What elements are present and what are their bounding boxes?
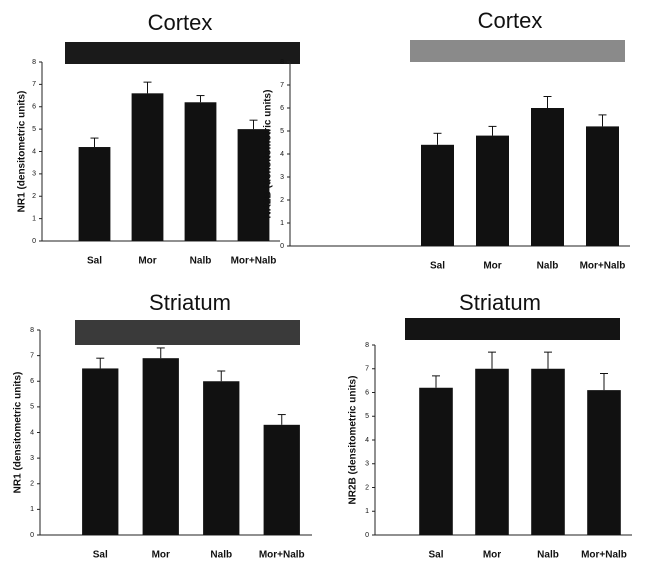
- y-tick-label: 0: [30, 532, 34, 539]
- x-tick-label: Nalb: [190, 256, 212, 267]
- y-tick-label: 1: [32, 215, 36, 222]
- y-tick-label: 5: [365, 413, 369, 420]
- x-tick-label: Nalb: [537, 550, 559, 561]
- y-tick-label: 7: [365, 366, 369, 373]
- y-tick-label: 5: [30, 404, 34, 411]
- bar: [203, 381, 239, 535]
- bar: [132, 93, 164, 241]
- y-tick-label: 1: [30, 506, 34, 513]
- y-tick-label: 4: [280, 151, 284, 158]
- y-tick-label: 3: [32, 171, 36, 178]
- bar: [143, 358, 179, 535]
- y-tick-label: 3: [280, 174, 284, 181]
- y-axis-label: NR2B (densitometric units): [348, 376, 359, 505]
- bar: [586, 126, 619, 246]
- x-tick-label: Nalb: [210, 550, 232, 561]
- x-tick-label: Sal: [428, 550, 443, 561]
- bar: [264, 425, 300, 535]
- y-tick-label: 0: [365, 532, 369, 539]
- x-tick-label: Sal: [93, 550, 108, 561]
- x-tick-label: Mor: [138, 256, 156, 267]
- y-tick-label: 4: [32, 148, 36, 155]
- x-tick-label: Mor+Nalb: [581, 550, 627, 561]
- y-tick-label: 7: [30, 352, 34, 359]
- bar: [79, 147, 111, 241]
- y-tick-label: 3: [365, 461, 369, 468]
- y-tick-label: 8: [30, 327, 34, 334]
- bar: [82, 368, 118, 535]
- y-tick-label: 0: [32, 238, 36, 245]
- y-axis-label: NR1 (densitometric units): [13, 372, 24, 494]
- y-tick-label: 8: [32, 59, 36, 66]
- bar: [531, 108, 564, 246]
- y-tick-label: 7: [280, 82, 284, 89]
- y-tick-label: 2: [30, 481, 34, 488]
- y-tick-label: 2: [32, 193, 36, 200]
- blot: [75, 320, 300, 345]
- blot: [410, 40, 625, 62]
- y-tick-label: 2: [280, 197, 284, 204]
- figure: Cortex NR1 (densitometric units) 0 1 2 3 4 5 6 7 8…: [0, 0, 648, 563]
- y-tick-label: 6: [365, 389, 369, 396]
- bar: [476, 136, 509, 246]
- x-tick-label: Mor+Nalb: [231, 256, 277, 267]
- y-axis-label: NR1 (densitometric units): [17, 91, 28, 213]
- x-tick-label: Mor+Nalb: [580, 261, 626, 272]
- bar: [185, 102, 217, 241]
- bar: [421, 145, 454, 246]
- y-tick-label: 2: [365, 484, 369, 491]
- y-axis-label: NR2B (densitometric units): [263, 90, 274, 219]
- y-tick-label: 5: [280, 128, 284, 135]
- y-tick-label: 6: [32, 104, 36, 111]
- chart-title: Striatum: [459, 290, 541, 315]
- bar: [531, 369, 565, 535]
- x-tick-label: Mor: [483, 550, 501, 561]
- x-tick-label: Sal: [430, 261, 445, 272]
- y-tick-label: 1: [365, 508, 369, 515]
- y-tick-label: 5: [32, 126, 36, 133]
- blot: [405, 318, 620, 340]
- page: {"chart_data": [ {"type": "bar", "title"…: [0, 0, 648, 563]
- bar: [587, 390, 621, 535]
- y-tick-label: 8: [280, 59, 284, 66]
- chart-title: Striatum: [149, 290, 231, 315]
- y-tick-label: 3: [30, 455, 34, 462]
- bar: [475, 369, 509, 535]
- y-tick-label: 6: [280, 105, 284, 112]
- y-tick-label: 1: [280, 220, 284, 227]
- y-tick-label: 8: [365, 342, 369, 349]
- x-tick-label: Nalb: [537, 261, 559, 272]
- x-tick-label: Mor: [483, 261, 501, 272]
- chart-title: Cortex: [478, 8, 543, 33]
- x-tick-label: Sal: [87, 256, 102, 267]
- y-tick-label: 0: [280, 243, 284, 250]
- y-tick-label: 6: [30, 378, 34, 385]
- y-tick-label: 4: [365, 437, 369, 444]
- bar: [419, 388, 453, 535]
- y-tick-label: 7: [32, 81, 36, 88]
- y-tick-label: 4: [30, 429, 34, 436]
- x-tick-label: Mor: [152, 550, 170, 561]
- chart-title: Cortex: [148, 10, 213, 35]
- blot: [65, 42, 300, 64]
- x-tick-label: Mor+Nalb: [259, 550, 305, 561]
